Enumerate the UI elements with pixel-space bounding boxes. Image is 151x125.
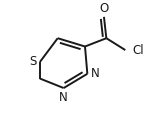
Text: Cl: Cl <box>132 44 144 57</box>
Text: N: N <box>59 91 68 104</box>
Text: S: S <box>29 55 37 68</box>
Text: O: O <box>99 2 109 15</box>
Text: N: N <box>91 67 100 80</box>
